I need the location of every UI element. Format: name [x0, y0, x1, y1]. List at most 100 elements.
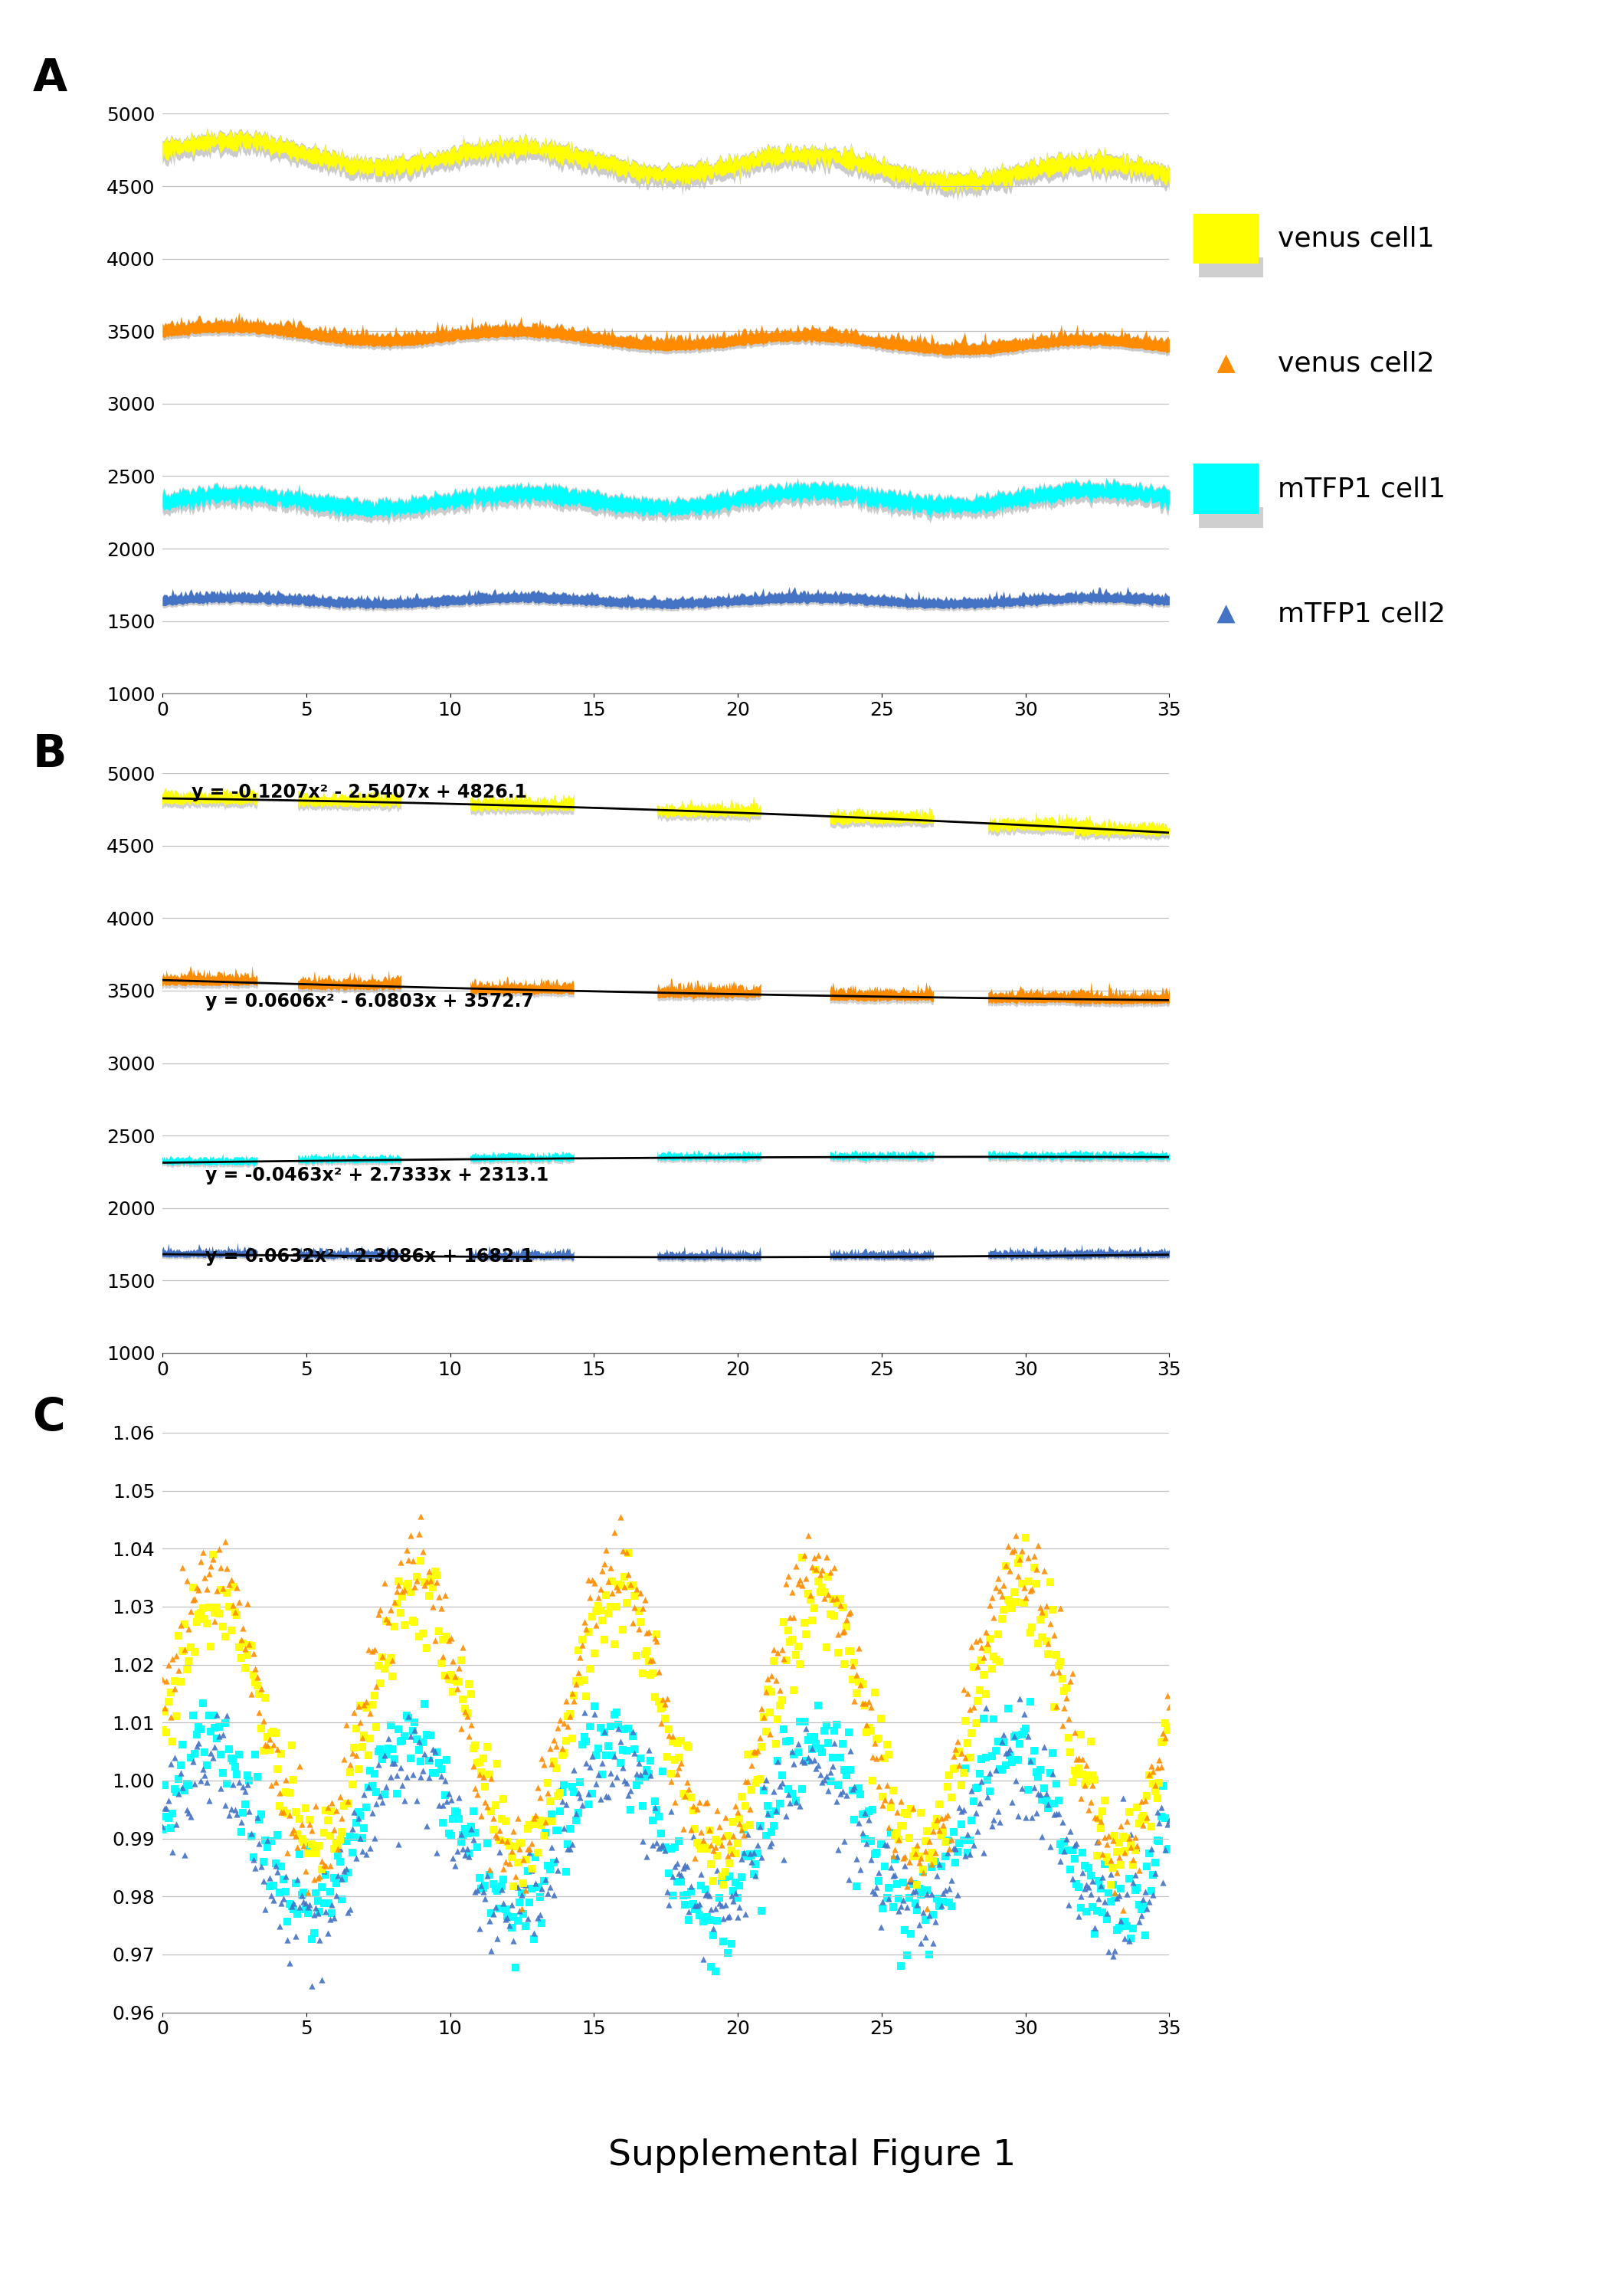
Point [385, 1562, 411, 1599]
Point [1043, 1637, 1069, 1674]
Point [797, 1742, 823, 1778]
Point [174, 1651, 200, 1687]
Point [734, 1737, 760, 1774]
Point [1012, 1696, 1038, 1733]
Point [1056, 1887, 1082, 1924]
Point [356, 1630, 382, 1667]
Point [817, 1596, 843, 1633]
Point [905, 1867, 931, 1903]
Point [1116, 1860, 1142, 1897]
Point [638, 1642, 664, 1678]
Point [197, 1555, 222, 1592]
Point [1057, 1735, 1083, 1771]
Point [416, 1760, 442, 1796]
Point [434, 1658, 460, 1694]
Point [789, 1539, 815, 1576]
Point [692, 1831, 718, 1867]
Point [325, 1837, 351, 1874]
Point [619, 1567, 645, 1603]
Point [983, 1642, 1009, 1678]
Point [705, 1792, 731, 1828]
Point [464, 1828, 490, 1865]
Point [630, 1590, 656, 1626]
Point [502, 1858, 528, 1894]
Point [442, 1794, 468, 1831]
Point [224, 1756, 250, 1792]
Point [310, 1815, 336, 1851]
Point [1025, 1626, 1051, 1662]
Point [641, 1783, 667, 1819]
Point [440, 1840, 466, 1876]
Point [424, 1565, 450, 1601]
Point [252, 1680, 278, 1717]
Point [721, 1803, 747, 1840]
Point [937, 1885, 963, 1922]
Point [367, 1665, 393, 1701]
Point [1088, 1803, 1114, 1840]
Point [1155, 1806, 1181, 1842]
Point [918, 1876, 944, 1912]
Point [979, 1578, 1005, 1615]
Point [149, 1808, 175, 1844]
Point [940, 1737, 966, 1774]
Point [806, 1746, 831, 1783]
Point [255, 1821, 281, 1858]
Point [840, 1771, 866, 1808]
Point [754, 1674, 780, 1710]
Point [1099, 1849, 1125, 1885]
Point [651, 1701, 677, 1737]
Point [1129, 1799, 1155, 1835]
Point [151, 1790, 177, 1826]
Point [880, 1887, 906, 1924]
Point [879, 1790, 905, 1826]
Point [302, 1787, 328, 1824]
Point [255, 1828, 281, 1865]
Point [758, 1658, 784, 1694]
Point [866, 1721, 892, 1758]
Point [957, 1692, 983, 1728]
Point [396, 1701, 422, 1737]
Point [1137, 1883, 1163, 1919]
Point [416, 1553, 442, 1590]
Point [793, 1560, 818, 1596]
Point [804, 1726, 830, 1762]
Point [963, 1769, 989, 1806]
Point [651, 1685, 677, 1721]
Point [547, 1701, 573, 1737]
Point [812, 1762, 838, 1799]
Point [559, 1676, 585, 1712]
Point [547, 1774, 573, 1810]
Point [323, 1878, 349, 1915]
Point [247, 1676, 273, 1712]
Point [380, 1658, 406, 1694]
Point [747, 1808, 773, 1844]
Point [1101, 1874, 1127, 1910]
Point [481, 1812, 507, 1849]
Point [193, 1571, 219, 1608]
Point [854, 1796, 880, 1833]
Point [590, 1603, 615, 1640]
Point [424, 1733, 450, 1769]
Point [835, 1860, 861, 1897]
Point [1007, 1680, 1033, 1717]
Point [921, 1842, 947, 1878]
Point [1093, 1840, 1119, 1876]
Point [235, 1762, 261, 1799]
Point [784, 1726, 810, 1762]
Point [672, 1846, 698, 1883]
Point [232, 1630, 258, 1667]
Point [463, 1874, 489, 1910]
Point [997, 1737, 1023, 1774]
Point [247, 1694, 273, 1731]
Point [617, 1774, 643, 1810]
Point [932, 1799, 958, 1835]
Point [156, 1646, 182, 1683]
Point [557, 1696, 583, 1733]
Point [1145, 1781, 1171, 1817]
Point [240, 1635, 266, 1671]
Point [326, 1844, 352, 1881]
Point [583, 1594, 609, 1630]
Point [307, 1922, 333, 1958]
Point [352, 1683, 378, 1719]
Point [955, 1835, 981, 1872]
